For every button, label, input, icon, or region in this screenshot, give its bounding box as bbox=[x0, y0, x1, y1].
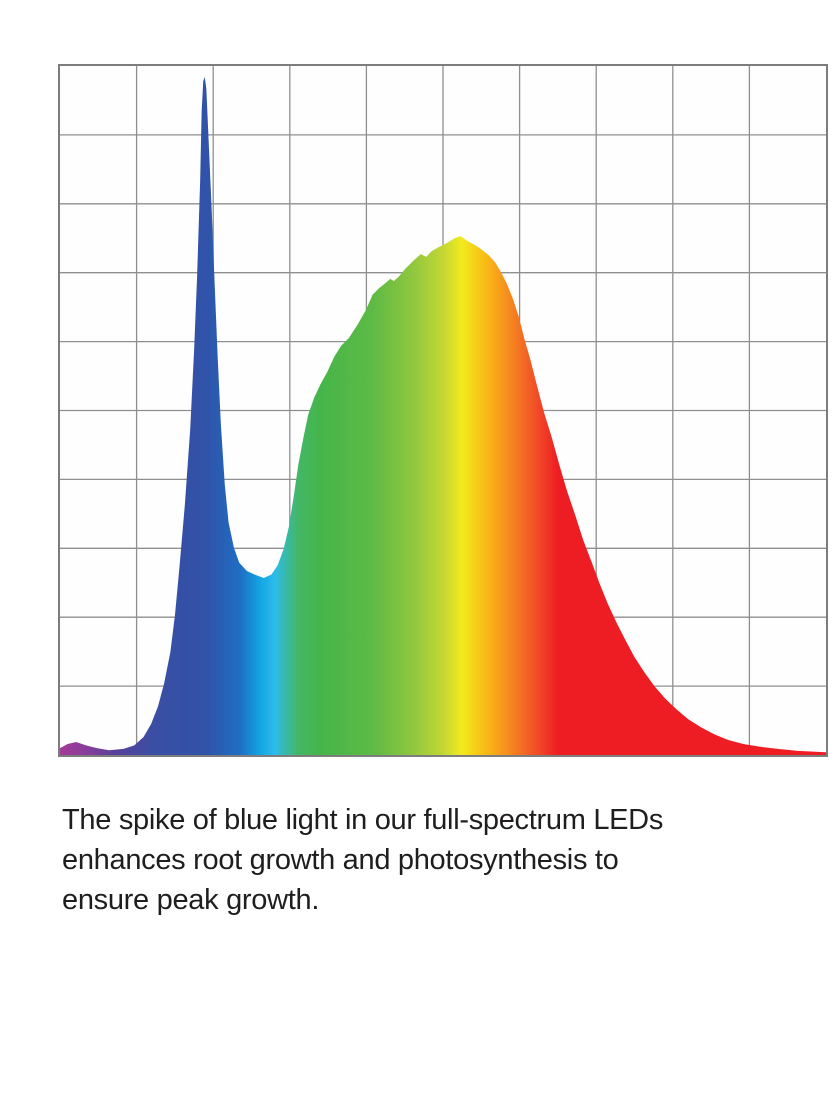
spectrum-area bbox=[60, 77, 826, 755]
caption-line-2: enhances root growth and photosynthesis … bbox=[62, 844, 619, 876]
caption-line-1: The spike of blue light in our full-spec… bbox=[62, 804, 664, 836]
spectrum-chart bbox=[58, 64, 828, 757]
spectrum-svg bbox=[60, 66, 826, 755]
caption: The spike of blue light in our full-spec… bbox=[62, 800, 792, 920]
caption-line-3: ensure peak growth. bbox=[62, 884, 320, 916]
